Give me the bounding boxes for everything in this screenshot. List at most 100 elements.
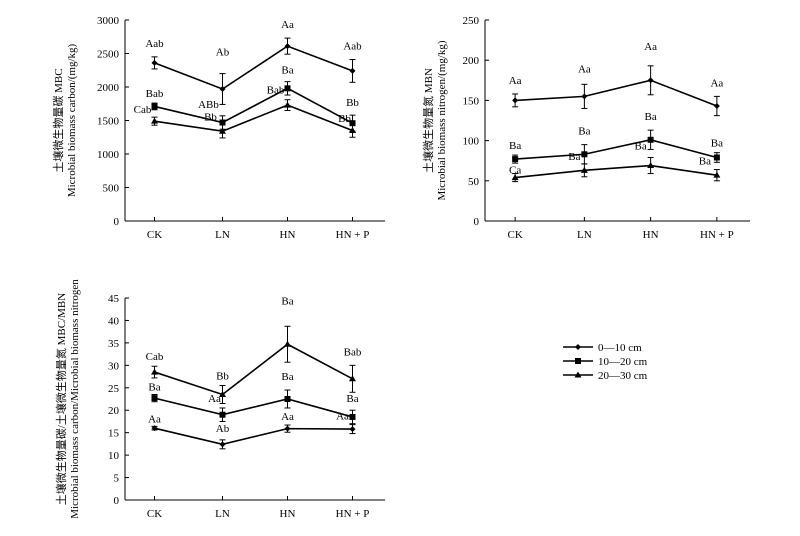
data-point <box>219 119 226 126</box>
significance-label: Ba <box>635 140 647 152</box>
series-1: Aa Aa Aa Aa <box>509 41 723 117</box>
y-tick-label: 200 <box>463 55 480 67</box>
y-tick-label: 250 <box>463 15 480 27</box>
data-point <box>151 59 158 66</box>
data-point <box>151 103 158 110</box>
y-axis-label: Microbial biomass nitrogen/(mg/kg) <box>436 40 448 200</box>
data-point <box>151 368 158 375</box>
data-point <box>284 425 291 432</box>
significance-label: Cab <box>146 351 164 363</box>
legend-label: 10—20 cm <box>598 356 648 368</box>
significance-label: Ba <box>568 151 580 163</box>
significance-label: Bab <box>146 88 164 100</box>
data-point <box>219 127 226 134</box>
data-point <box>349 67 356 74</box>
data-point <box>219 391 226 398</box>
y-axis-label: 土壤微生物量氮 MBN <box>421 68 435 173</box>
significance-label: Ba <box>281 371 293 383</box>
significance-label: Aa <box>281 19 294 31</box>
data-point <box>713 103 720 110</box>
significance-label: Aa <box>710 77 723 89</box>
y-tick-label: 150 <box>463 95 480 107</box>
x-tick-label: CK <box>147 229 162 241</box>
data-point <box>219 86 226 93</box>
x-tick-label: HN <box>643 229 659 241</box>
series-line <box>154 343 353 396</box>
data-point <box>151 395 158 402</box>
significance-label: Ba <box>148 382 160 394</box>
data-point <box>349 426 356 433</box>
panel-mbn: 0 50 100 150 200 250 CK LN HN HN + P 土壤微生物量氮 MBN Mi… <box>421 15 750 241</box>
y-tick-label: 40 <box>108 315 120 327</box>
x-tick-label: LN <box>215 229 230 241</box>
y-axis-label: Microbial biomass carbon/(mg/kg) <box>66 43 78 197</box>
y-tick-label: 20 <box>108 405 120 417</box>
data-point <box>151 425 158 432</box>
panel-mbc: 0 500 1000 1500 2000 2500 3000 CK LN HN HN + P 土壤微生… <box>51 15 385 241</box>
legend-label: 20—30 cm <box>598 370 648 382</box>
significance-label: Aa <box>644 41 657 53</box>
y-axis-label: Microbial biomass carbon/Microbial bioma… <box>69 279 81 519</box>
y-tick-label: 1500 <box>97 116 120 128</box>
significance-label: Aa <box>148 413 161 425</box>
data-point <box>349 413 356 420</box>
y-tick-label: 100 <box>463 136 480 148</box>
significance-label: Ba <box>645 111 657 123</box>
significance-label: Ba <box>509 140 521 152</box>
y-tick-label: 15 <box>108 428 120 440</box>
data-point <box>151 117 158 124</box>
series-1: Aab Ab Aa Aab <box>145 19 362 105</box>
series-2: Bab ABb Ba Bb <box>146 65 359 132</box>
significance-label: Ca <box>509 165 521 177</box>
legend-marker <box>575 344 581 350</box>
x-tick-label: LN <box>577 229 592 241</box>
data-point <box>349 127 356 134</box>
significance-label: Ba <box>346 393 358 405</box>
significance-label: Aa <box>509 75 522 87</box>
y-tick-label: 0 <box>114 495 120 507</box>
y-tick-label: 45 <box>108 293 120 305</box>
x-tick-label: CK <box>507 229 522 241</box>
data-point <box>284 43 291 50</box>
data-point <box>349 375 356 382</box>
legend-item: 10—20 cm <box>563 356 648 368</box>
legend: 0—10 cm 10—20 cm 20—30 cm <box>563 342 648 382</box>
data-point <box>284 101 291 108</box>
y-tick-label: 25 <box>108 383 120 395</box>
y-tick-label: 0 <box>114 216 120 228</box>
legend-label: 0—10 cm <box>598 342 642 354</box>
data-point <box>647 77 654 84</box>
data-point <box>219 441 226 448</box>
data-point <box>713 154 720 161</box>
y-tick-label: 30 <box>108 360 120 372</box>
significance-label: Aab <box>145 38 164 50</box>
data-point <box>580 166 588 173</box>
data-point <box>581 93 588 100</box>
x-tick-label: HN + P <box>336 229 370 241</box>
significance-label: Bb <box>204 112 217 124</box>
significance-label: Ba <box>281 295 293 307</box>
significance-label: Bb <box>216 371 229 383</box>
significance-label: Aa <box>578 63 591 75</box>
y-axis-label: 土壤微生物量碳/土壤微生物量氮 MBC/MBN <box>54 293 68 505</box>
significance-label: Ba <box>711 138 723 150</box>
legend-marker <box>575 358 581 364</box>
y-tick-label: 10 <box>108 450 120 462</box>
series-2: Ba Aa Ba Ba <box>148 371 359 425</box>
series-line <box>515 79 718 107</box>
significance-label: Aa <box>281 411 294 423</box>
series-line <box>515 138 718 160</box>
legend-item: 0—10 cm <box>563 342 642 354</box>
y-tick-label: 500 <box>103 183 120 195</box>
significance-label: Cab <box>134 104 152 116</box>
data-point <box>647 136 654 143</box>
significance-label: Ba <box>699 156 711 168</box>
series-line <box>154 87 353 124</box>
significance-label: Ba <box>578 126 590 138</box>
data-point <box>284 85 291 92</box>
series-line <box>154 104 353 133</box>
significance-label: Ab <box>216 423 230 435</box>
y-tick-label: 2500 <box>97 49 120 61</box>
